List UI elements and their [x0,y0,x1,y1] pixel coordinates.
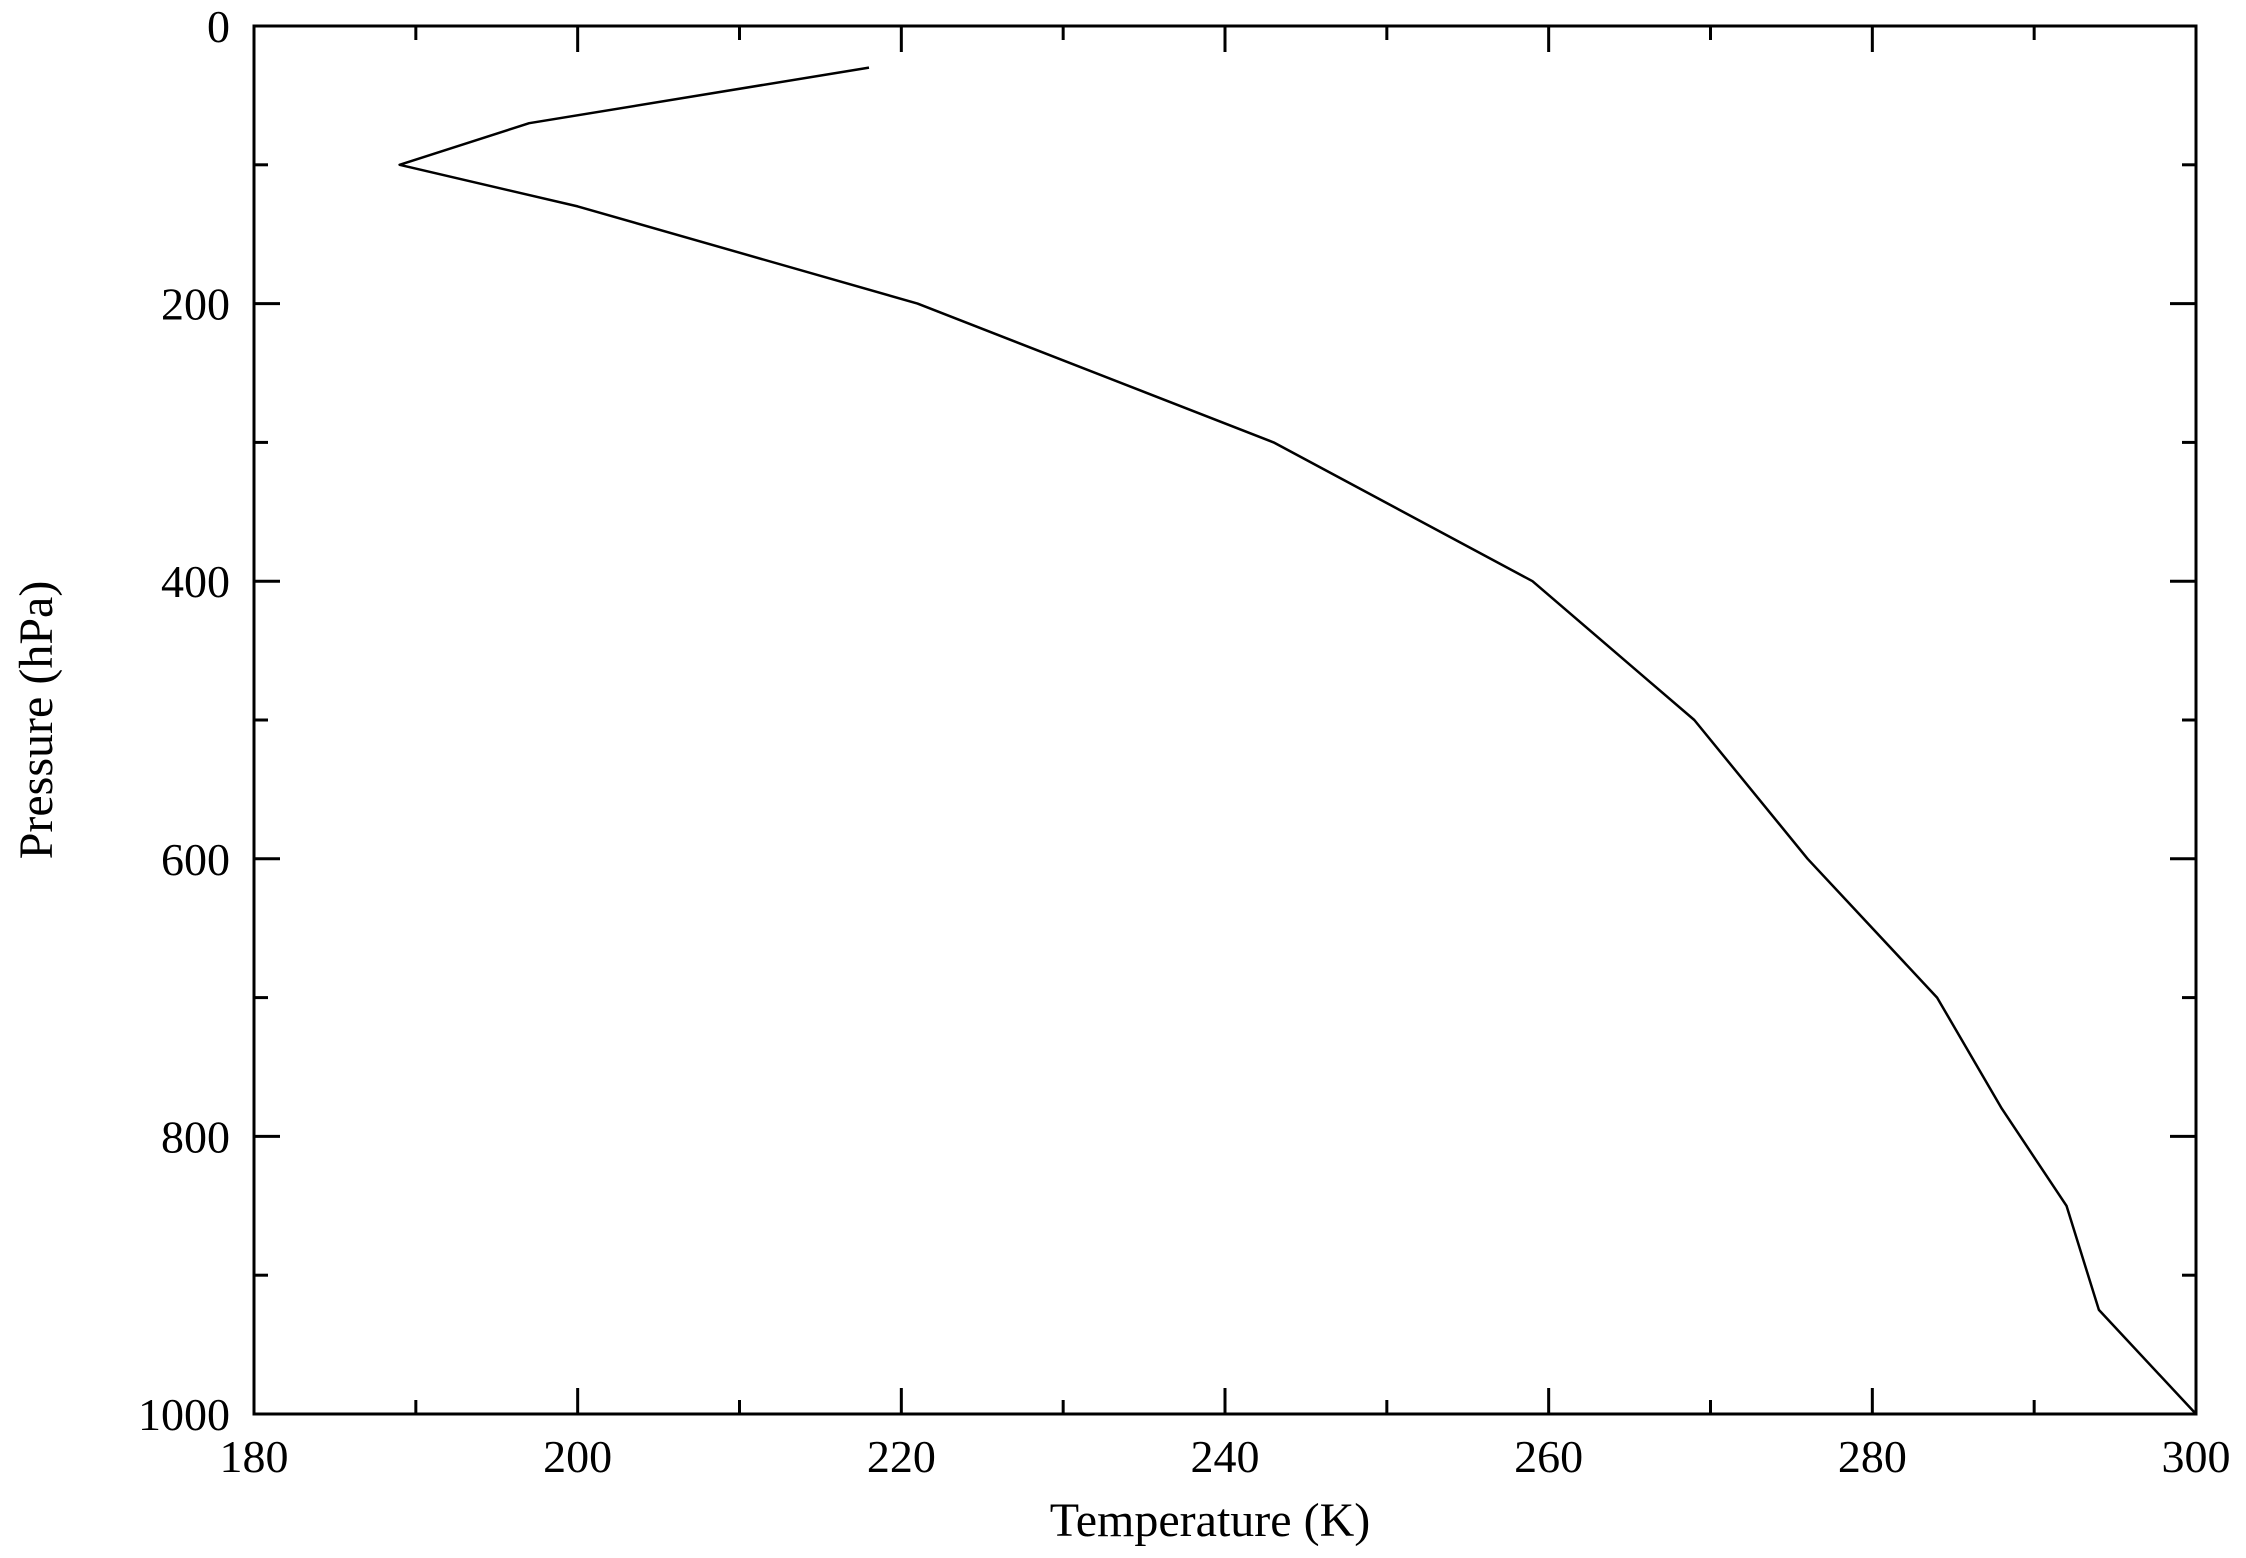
x-tick-label: 300 [2162,1431,2231,1482]
y-tick-label: 1000 [138,1389,230,1440]
x-tick-label: 280 [1838,1431,1907,1482]
x-tick-label: 200 [543,1431,612,1482]
y-axis-title: Pressure (hPa) [10,581,63,860]
y-tick-label: 0 [207,1,230,52]
y-tick-label: 600 [161,834,230,885]
plot-frame [252,24,2198,1416]
y-tick-label: 200 [161,279,230,330]
ticks-layer [252,24,2198,1416]
y-tick-label: 400 [161,556,230,607]
x-tick-label: 260 [1514,1431,1583,1482]
tick-labels-layer: 180 200 220 240 260 280 300 0 200 400 600 800 1000 [138,1,2231,1482]
x-tick-label: 180 [220,1431,289,1482]
temperature-profile-line [398,66,2197,1415]
y-tick-label: 800 [161,1111,230,1162]
series-layer [398,66,2197,1415]
x-tick-label: 220 [867,1431,936,1482]
x-tick-label: 240 [1191,1431,1260,1482]
x-axis-title: Temperature (K) [1050,1494,1370,1547]
